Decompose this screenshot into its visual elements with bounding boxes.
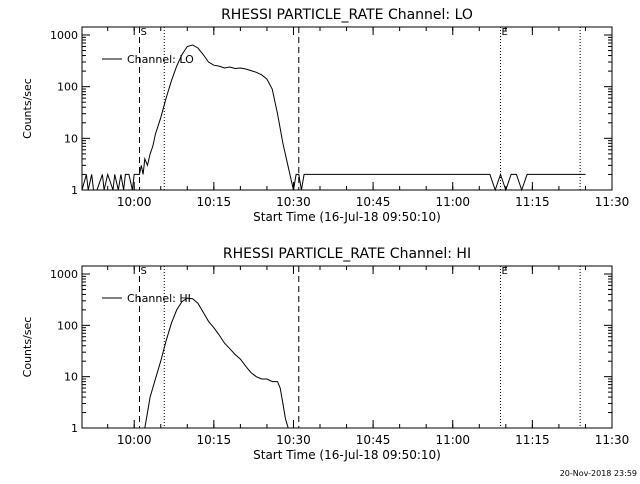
x-axis-label: Start Time (16-Jul-18 09:50:10) (253, 448, 441, 462)
chart-title: RHESSI PARTICLE_RATE Channel: LO (221, 7, 473, 23)
chart-title: RHESSI PARTICLE_RATE Channel: HI (223, 246, 471, 262)
plot-frame (81, 265, 613, 429)
x-tick-label: 11:00 (435, 195, 470, 209)
x-tick-label: 10:00 (117, 433, 152, 447)
event-marker-label: S (141, 27, 147, 38)
x-tick-label: 10:15 (197, 433, 232, 447)
y-axis-label: Counts/sec (21, 78, 34, 139)
x-tick-label: 10:45 (356, 195, 391, 209)
series-line (144, 297, 289, 429)
y-tick-label: 1000 (50, 29, 78, 42)
event-marker-label: E (502, 27, 508, 38)
x-tick-label: 11:30 (595, 195, 630, 209)
x-tick-label: 10:15 (197, 195, 232, 209)
legend-entry: Channel: LO (127, 53, 194, 66)
x-tick-label: 11:15 (515, 433, 550, 447)
y-axis-label: Counts/sec (21, 317, 34, 378)
x-tick-label: 10:30 (276, 195, 311, 209)
y-tick-label: 1000 (50, 268, 78, 281)
footer-timestamp: 20-Nov-2018 23:59 (560, 469, 637, 478)
y-tick-label: 100 (57, 319, 78, 332)
y-tick-label: 10 (64, 132, 78, 145)
y-tick-label: 10 (64, 371, 78, 384)
y-tick-label: 1 (71, 184, 78, 197)
x-tick-label: 11:00 (435, 433, 470, 447)
plot-frame (81, 26, 613, 191)
y-tick-label: 100 (57, 81, 78, 94)
x-tick-label: 10:00 (117, 195, 152, 209)
event-marker-label: S (141, 266, 147, 277)
event-marker-label: E (502, 266, 508, 277)
legend-entry: Channel: HI (127, 292, 191, 305)
series-line (81, 44, 586, 192)
y-tick-label: 1 (71, 422, 78, 435)
x-axis-label: Start Time (16-Jul-18 09:50:10) (253, 210, 441, 224)
x-tick-label: 11:15 (515, 195, 550, 209)
x-tick-label: 10:30 (276, 433, 311, 447)
x-tick-label: 11:30 (595, 433, 630, 447)
x-tick-label: 10:45 (356, 433, 391, 447)
